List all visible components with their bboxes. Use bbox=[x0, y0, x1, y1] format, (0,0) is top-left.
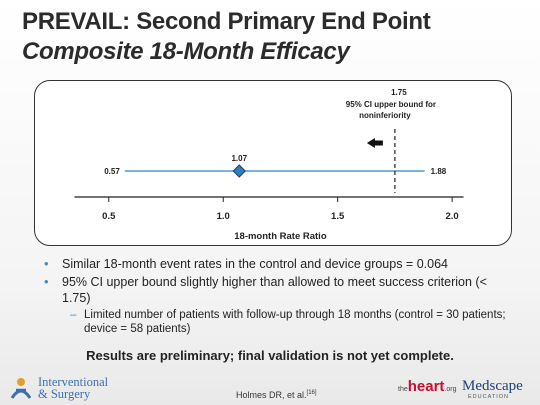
x-tick-label: 1.5 bbox=[331, 211, 345, 222]
slide-title: PREVAIL: Second Primary End Point bbox=[22, 8, 431, 35]
logo-figure-icon bbox=[10, 378, 32, 399]
chart-panel: 0.5 1.0 1.5 2.0 18-month Rate Ratio 0.57 1.88 1… bbox=[34, 80, 512, 246]
x-tick-label: 1.0 bbox=[217, 211, 230, 222]
ci-lower-label: 0.57 bbox=[104, 167, 120, 176]
forest-plot: 0.5 1.0 1.5 2.0 18-month Rate Ratio 0.57 1.88 1… bbox=[74, 88, 464, 242]
sub-bullet-item: Limited number of patients with follow-u… bbox=[40, 308, 510, 336]
medscape-logo: Medscape bbox=[462, 378, 523, 394]
x-tick-label: 2.0 bbox=[446, 211, 459, 222]
x-tick-label: 0.5 bbox=[102, 211, 116, 222]
threshold-description-label: noninferiority bbox=[359, 111, 411, 120]
preliminary-note: Results are preliminary; final validatio… bbox=[86, 348, 454, 363]
x-axis-label: 18-month Rate Ratio bbox=[234, 231, 327, 242]
bullet-item: 95% CI upper bound slightly higher than … bbox=[40, 274, 510, 306]
citation: Holmes DR, et al.[16] bbox=[236, 390, 317, 400]
logo-line1: Interventional bbox=[38, 375, 109, 389]
interventional-surgery-logo: Interventional & Surgery bbox=[8, 376, 128, 402]
bullet-item: Similar 18-month event rates in the cont… bbox=[40, 256, 510, 272]
heart-suffix: .org bbox=[444, 386, 457, 393]
heart-prefix: the bbox=[398, 386, 408, 393]
medscape-education-label: EDUCATION bbox=[468, 394, 509, 400]
threshold-description-label: 95% CI upper bound for bbox=[346, 100, 436, 109]
left-arrow-icon bbox=[366, 138, 383, 148]
heart-word: heart bbox=[407, 378, 445, 395]
threshold-value-label: 1.75 bbox=[391, 88, 407, 97]
theheart-logo: theheart.org bbox=[398, 378, 456, 395]
point-estimate-marker bbox=[232, 164, 246, 178]
citation-text: Holmes DR, et al. bbox=[236, 390, 307, 400]
bullet-list: Similar 18-month event rates in the cont… bbox=[40, 256, 510, 336]
citation-ref: [16] bbox=[306, 390, 317, 396]
ci-upper-label: 1.88 bbox=[431, 167, 447, 176]
point-estimate-label: 1.07 bbox=[231, 154, 247, 163]
logo-line2: & Surgery bbox=[38, 387, 91, 401]
slide-subtitle: Composite 18-Month Efficacy bbox=[22, 38, 350, 65]
